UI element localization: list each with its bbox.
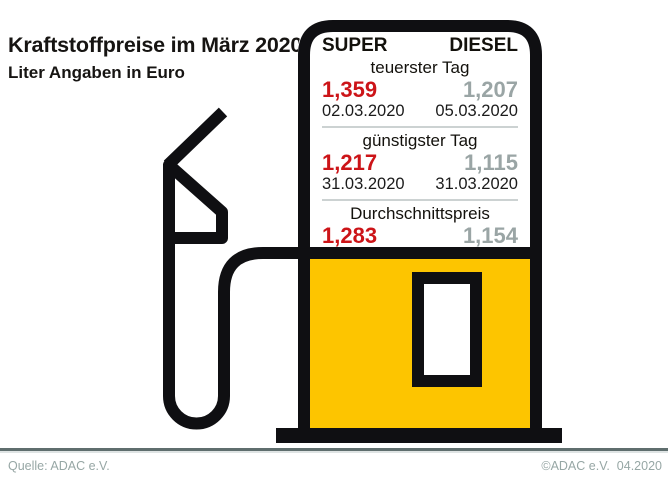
page-title: Kraftstoffpreise im März 2020 bbox=[8, 33, 303, 57]
price-section-average: Durchschnittspreis 1,283 1,154 bbox=[322, 199, 518, 247]
pump-outline bbox=[298, 20, 542, 430]
date-row: 02.03.2020 05.03.2020 bbox=[322, 101, 518, 122]
price-section-cheapest: günstigster Tag 1,217 1,115 31.03.2020 3… bbox=[322, 126, 518, 195]
super-date: 31.03.2020 bbox=[322, 175, 405, 193]
source-text: Quelle: ADAC e.V. bbox=[8, 459, 110, 473]
section-label: Durchschnittspreis bbox=[350, 204, 490, 223]
price-section-most-expensive: teuerster Tag 1,359 1,207 02.03.2020 05.… bbox=[322, 57, 518, 122]
diesel-price: 1,115 bbox=[464, 150, 518, 175]
hose bbox=[163, 164, 304, 430]
diesel-price: 1,207 bbox=[462, 77, 518, 102]
pump-base bbox=[276, 428, 562, 443]
pump-window bbox=[412, 272, 482, 387]
nozzle-icon bbox=[163, 159, 228, 244]
pump-separator bbox=[304, 247, 536, 259]
price-row: 1,217 1,115 bbox=[322, 151, 518, 174]
page-subtitle: Liter Angaben in Euro bbox=[8, 63, 185, 82]
copyright-text: ©ADAC e.V. 04.2020 bbox=[541, 459, 662, 473]
fuel-column-diesel: DIESEL bbox=[449, 35, 518, 56]
fuel-column-super: SUPER bbox=[322, 35, 388, 56]
section-label: teuerster Tag bbox=[370, 58, 470, 77]
section-label: günstigster Tag bbox=[362, 131, 478, 150]
super-date: 02.03.2020 bbox=[322, 102, 405, 120]
diesel-date: 31.03.2020 bbox=[435, 175, 518, 193]
price-row: 1,283 1,154 bbox=[322, 224, 518, 247]
price-row: 1,359 1,207 bbox=[322, 78, 518, 101]
super-price: 1,359 bbox=[322, 77, 378, 102]
diesel-date: 05.03.2020 bbox=[435, 102, 518, 120]
date-row: 31.03.2020 31.03.2020 bbox=[322, 174, 518, 195]
fuel-header-row: SUPER DIESEL bbox=[322, 34, 518, 57]
diesel-price: 1,154 bbox=[462, 223, 518, 248]
super-price: 1,283 bbox=[322, 223, 378, 248]
pump-display-panel: SUPER DIESEL teuerster Tag 1,359 1,207 0… bbox=[310, 30, 530, 249]
footer-divider bbox=[0, 448, 668, 453]
nozzle-spout bbox=[163, 107, 228, 170]
super-price: 1,217 bbox=[322, 150, 378, 175]
